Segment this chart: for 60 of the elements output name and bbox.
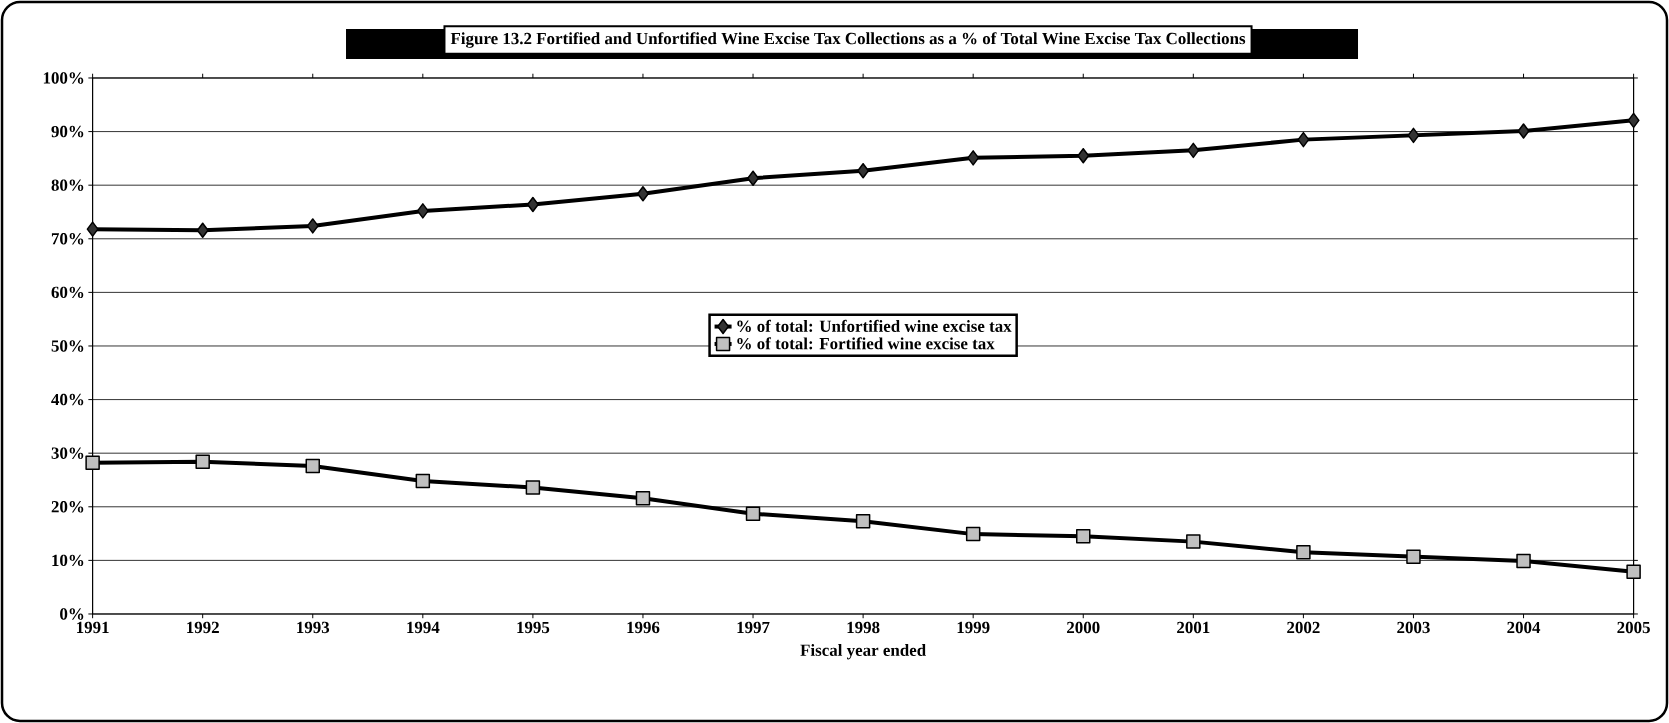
point [196,222,209,238]
point [857,162,870,179]
y-tick-label: 10% [52,554,84,567]
point [525,480,541,495]
x-tick-label: 2003 [1397,621,1430,634]
x-tick-label: 2002 [1287,621,1320,634]
x-tick-label: 2005 [1617,621,1650,634]
x-tick-label: 2001 [1177,621,1210,634]
point [965,526,981,542]
x-tick-label: 1992 [187,621,219,634]
x-tick-label: 1994 [407,621,440,634]
x-axis-title: Fiscal year ended [800,644,926,660]
point [526,196,539,213]
y-tick-label: 60% [51,286,84,299]
y-tick-label: 40% [51,393,84,406]
point [1187,142,1200,159]
point [306,218,319,234]
y-tick-label: 80% [51,179,84,191]
point [1297,131,1310,148]
point [1517,123,1530,139]
point [416,203,429,219]
point [1077,147,1090,164]
legend-label: % of total: Fortified wine excise tax [737,337,995,350]
point [745,506,761,521]
point [1407,127,1420,144]
point [1516,553,1531,569]
point [635,490,651,506]
point [1627,112,1640,129]
x-tick-label: 2004 [1507,621,1541,634]
y-tick-label: 90% [51,125,84,138]
x-tick-label: 1998 [847,621,880,634]
y-tick-label: 50% [51,340,84,352]
point [305,458,321,474]
point [855,514,871,529]
x-tick-label: 1995 [517,621,550,634]
x-tick-label: 1999 [957,621,990,634]
point [85,455,100,471]
y-tick-label: 30% [51,447,84,459]
chart-title: Figure 13.2 Fortified and Unfortified Wine Excise Tax Collections as a % of Total Wine Excise Tax Collections [450,32,1246,48]
x-tick-label: 1993 [297,621,330,634]
point [636,186,649,202]
y-tick-label: 70% [51,233,84,245]
point [1406,549,1421,564]
x-tick-label: 1991 [77,621,109,634]
x-tick-label: 1997 [737,621,770,634]
y-tick-label: 100% [43,72,84,84]
point [195,454,210,470]
point [967,150,980,166]
point [1186,534,1201,549]
point [1626,564,1641,579]
point [86,221,99,237]
legend-label: % of total: Unfortified wine excise tax [737,319,1012,333]
y-tick-label: 0% [60,608,84,620]
point [1296,545,1311,560]
y-tick-label: 20% [51,501,84,513]
x-tick-label: 1996 [627,621,660,634]
point [747,170,760,186]
point [1076,529,1091,544]
point [415,473,431,489]
x-tick-label: 2000 [1067,621,1100,634]
